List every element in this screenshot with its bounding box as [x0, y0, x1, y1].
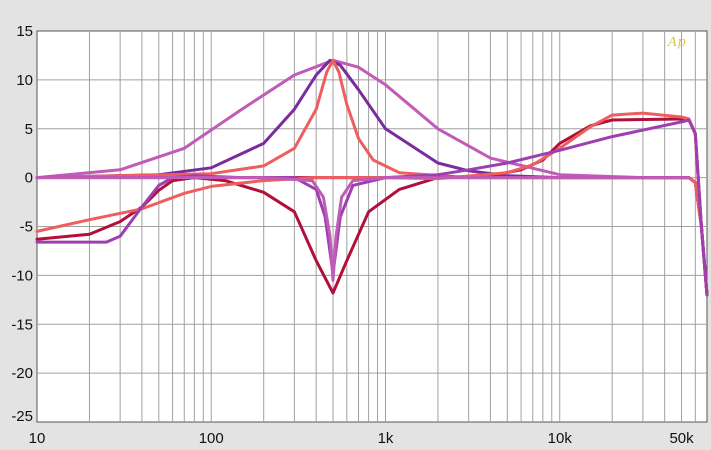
y-tick-label: 5	[25, 121, 33, 138]
x-tick-label: 10	[29, 430, 46, 447]
ap-logo: Ap	[667, 35, 686, 50]
y-tick-label: 15	[16, 23, 33, 40]
y-tick-label: 0	[25, 170, 33, 187]
y-tick-label: -10	[11, 267, 33, 284]
y-tick-label: -15	[11, 316, 33, 333]
y-axis-ticks: 15 10 5 0 -5 -10 -15 -20 -25	[11, 23, 33, 425]
x-tick-label: 10k	[548, 430, 573, 447]
y-tick-label: -25	[11, 408, 33, 425]
series-group	[35, 58, 709, 297]
x-tick-label: 100	[199, 430, 224, 447]
series-line-3	[35, 58, 709, 297]
y-tick-label: -5	[20, 219, 33, 236]
series-line-8	[35, 176, 691, 282]
x-axis-ticks: 10 100 1k 10k 50k	[29, 430, 694, 447]
series-line-5	[35, 117, 709, 297]
series-line-6	[35, 111, 709, 297]
y-tick-label: -20	[11, 365, 33, 382]
x-tick-label: 50k	[669, 430, 694, 447]
y-tick-label: 10	[16, 72, 33, 89]
x-tick-label: 1k	[378, 430, 394, 447]
